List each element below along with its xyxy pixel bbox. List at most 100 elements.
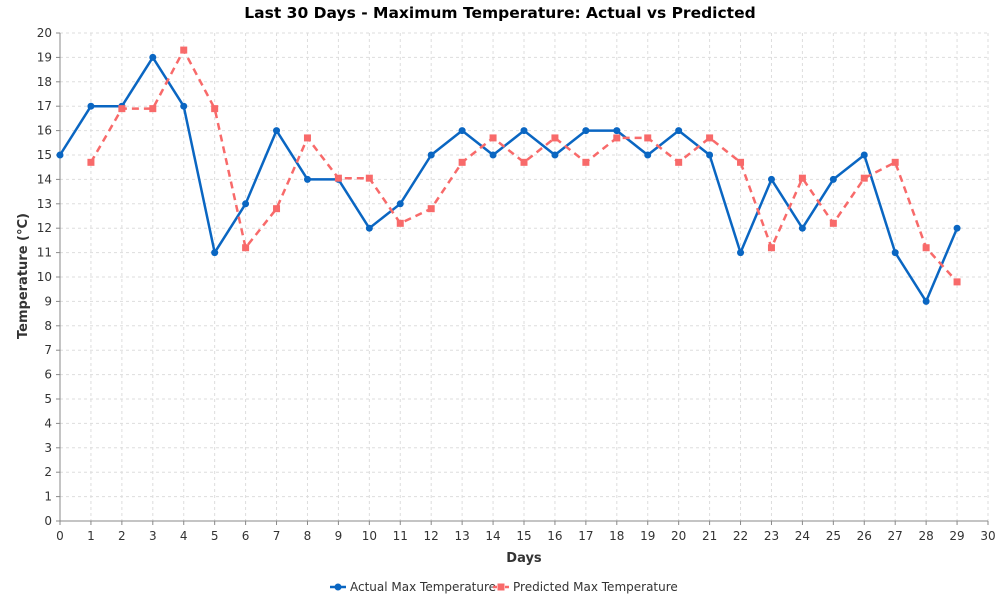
data-point-predicted xyxy=(891,158,899,166)
y-tick-label: 18 xyxy=(37,75,52,89)
data-point-actual xyxy=(798,224,806,232)
data-point-predicted xyxy=(118,105,126,113)
x-tick-label: 25 xyxy=(826,529,841,543)
data-point-actual xyxy=(180,102,188,110)
data-point-predicted xyxy=(458,158,466,166)
data-point-predicted xyxy=(922,244,930,252)
legend-marker-actual xyxy=(334,583,342,591)
data-point-actual xyxy=(582,127,590,135)
legend-label-actual: Actual Max Temperature xyxy=(350,580,496,594)
x-tick-label: 7 xyxy=(273,529,281,543)
data-point-actual xyxy=(273,127,281,135)
x-tick-label: 6 xyxy=(242,529,250,543)
data-point-actual xyxy=(396,200,404,208)
data-point-predicted xyxy=(242,244,250,252)
x-tick-label: 18 xyxy=(609,529,624,543)
x-tick-label: 13 xyxy=(454,529,469,543)
data-point-actual xyxy=(149,53,157,61)
x-tick-label: 5 xyxy=(211,529,219,543)
data-point-predicted xyxy=(180,46,188,54)
x-tick-label: 29 xyxy=(949,529,964,543)
x-tick-label: 27 xyxy=(888,529,903,543)
x-tick-label: 15 xyxy=(516,529,531,543)
y-tick-label: 20 xyxy=(37,26,52,40)
data-point-actual xyxy=(675,127,683,135)
data-point-predicted xyxy=(303,134,311,142)
data-point-actual xyxy=(458,127,466,135)
data-point-actual xyxy=(520,127,528,135)
series-line-predicted xyxy=(89,48,959,283)
legend-marker-predicted xyxy=(497,583,505,591)
data-point-actual xyxy=(87,102,95,110)
y-tick-label: 14 xyxy=(37,172,52,186)
chart-title: Last 30 Days - Maximum Temperature: Actu… xyxy=(244,4,755,22)
data-point-predicted xyxy=(675,158,683,166)
data-point-predicted xyxy=(613,134,621,142)
series-line-actual xyxy=(58,56,959,303)
x-tick-label: 9 xyxy=(335,529,343,543)
x-tick-label: 26 xyxy=(857,529,872,543)
x-tick-label: 2 xyxy=(118,529,126,543)
x-tick-label: 3 xyxy=(149,529,157,543)
x-tick-label: 20 xyxy=(671,529,686,543)
data-point-actual xyxy=(242,200,250,208)
data-point-predicted xyxy=(396,219,404,227)
data-point-predicted xyxy=(644,134,652,142)
data-point-actual xyxy=(829,175,837,183)
plot-area: 0 1 2 3 4 5 6 7 8 9 10 11 12 13 14 15 16 17 18 19 20 21 22 23 24… xyxy=(37,26,996,543)
data-point-predicted xyxy=(273,205,281,213)
y-tick-label: 2 xyxy=(44,465,52,479)
data-point-predicted xyxy=(365,174,373,182)
data-point-predicted xyxy=(211,105,219,113)
legend-label-predicted: Predicted Max Temperature xyxy=(513,580,678,594)
x-tick-label: 24 xyxy=(795,529,810,543)
data-point-actual xyxy=(303,175,311,183)
data-point-predicted xyxy=(798,174,806,182)
y-tick-label: 17 xyxy=(37,99,52,113)
data-point-actual xyxy=(211,249,219,257)
x-tick-label: 12 xyxy=(424,529,439,543)
y-tick-label: 15 xyxy=(37,148,52,162)
y-tick-label: 16 xyxy=(37,124,52,138)
chart-legend: Actual Max Temperature Predicted Max Temp… xyxy=(330,580,678,594)
y-tick-label: 4 xyxy=(44,416,52,430)
data-point-predicted xyxy=(334,174,342,182)
x-tick-label: 10 xyxy=(362,529,377,543)
x-tick-label: 22 xyxy=(733,529,748,543)
x-tick-label: 19 xyxy=(640,529,655,543)
data-point-actual xyxy=(427,151,435,159)
y-axis-label: Temperature (°C) xyxy=(16,213,31,339)
x-tick-label: 0 xyxy=(56,529,64,543)
y-tick-label: 3 xyxy=(44,441,52,455)
data-point-predicted xyxy=(149,105,157,113)
data-point-predicted xyxy=(520,158,528,166)
y-tick-label: 1 xyxy=(44,490,52,504)
y-tick-label: 6 xyxy=(44,368,52,382)
x-tick-label: 16 xyxy=(547,529,562,543)
y-tick-label: 12 xyxy=(37,221,52,235)
y-tick-label: 0 xyxy=(44,514,52,528)
data-point-predicted xyxy=(551,134,559,142)
data-point-actual xyxy=(922,297,930,305)
data-point-actual xyxy=(706,151,714,159)
data-point-predicted xyxy=(706,134,714,142)
y-tick-label: 19 xyxy=(37,50,52,64)
x-tick-label: 30 xyxy=(980,529,995,543)
data-point-predicted xyxy=(582,158,590,166)
x-tick-label: 1 xyxy=(87,529,95,543)
x-tick-label: 4 xyxy=(180,529,188,543)
x-tick-label: 23 xyxy=(764,529,779,543)
data-point-predicted xyxy=(87,158,95,166)
x-tick-label: 14 xyxy=(485,529,500,543)
data-point-actual xyxy=(953,224,961,232)
y-tick-label: 5 xyxy=(44,392,52,406)
x-tick-label: 8 xyxy=(304,529,312,543)
data-point-actual xyxy=(613,127,621,135)
data-point-predicted xyxy=(489,134,497,142)
data-point-predicted xyxy=(829,219,837,227)
data-point-actual xyxy=(767,175,775,183)
y-tick-label: 8 xyxy=(44,319,52,333)
x-axis-label: Days xyxy=(506,551,542,566)
